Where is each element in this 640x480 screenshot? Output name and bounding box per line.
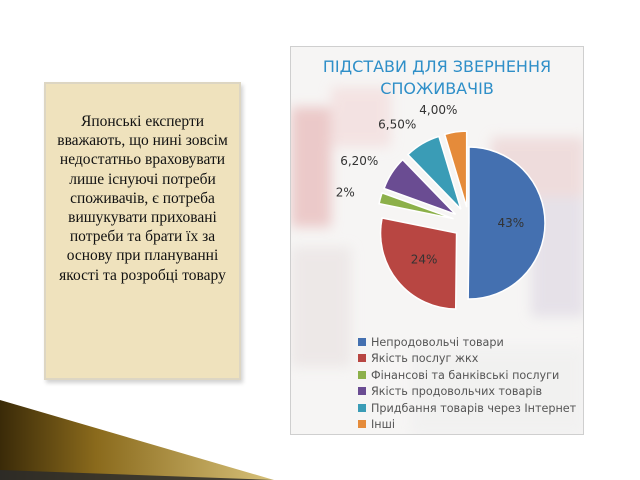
pie-slice-6 — [443, 130, 468, 208]
pie-slice-2 — [379, 217, 458, 310]
legend-label-1: Непродовольчі товари — [371, 336, 504, 349]
legend-label-6: Інші — [371, 417, 395, 431]
legend-swatch-3 — [358, 370, 366, 379]
legend-label-4: Якість продовольчих товарів — [371, 385, 543, 399]
chart-title-line-2: СПОЖИВАЧІВ — [380, 79, 494, 98]
legend-swatch-2 — [358, 354, 366, 363]
legend-label-3: Фінансові та банківські послуги — [371, 368, 560, 382]
legend-item-2: Якість послуг жкх — [358, 351, 576, 367]
pie-slice-1 — [467, 146, 546, 300]
legend-label-5: Придбання товарів через Інтернет — [371, 401, 577, 415]
legend-item-6: Інші — [358, 417, 576, 433]
pie-label-3: 2% — [336, 185, 355, 199]
note-text: Японські експерти вважають, що нині зовс… — [57, 113, 228, 284]
legend-item-4: Якість продовольчих товарів — [358, 384, 576, 400]
chart-title-line-1: ПІДСТАВИ ДЛЯ ЗВЕРНЕННЯ — [322, 57, 552, 76]
pie-slice-5 — [406, 135, 462, 210]
legend-swatch-4 — [358, 387, 366, 396]
legend-swatch-1 — [358, 338, 366, 346]
pie-label-6: 4,00% — [419, 103, 457, 117]
note-box: Японські експерти вважають, що нині зовс… — [44, 82, 241, 380]
legend-item-3: Фінансові та банківські послуги — [358, 368, 576, 384]
pie-chart: 43% 24% 2% 6,20% 6,50%4,00% — [336, 103, 546, 310]
legend-swatch-6 — [358, 419, 366, 428]
chart-title: ПІДСТАВИ ДЛЯ ЗВЕРНЕННЯ СПОЖИВАЧІВ — [291, 56, 583, 100]
legend-item-5: Придбання товарів через Інтернет — [358, 401, 576, 417]
pie-label-1: 43% — [497, 216, 524, 230]
legend-label-2: Якість послуг жкх — [371, 352, 479, 366]
legend-swatch-5 — [358, 403, 366, 412]
pie-label-2: 24% — [411, 252, 438, 266]
chart-legend: Непродовольчі товари Якість послуг жкх Фін… — [358, 335, 576, 433]
pie-slice-3 — [378, 191, 454, 220]
chart-background — [291, 87, 583, 434]
legend-item-1: Непродовольчі товари — [358, 335, 576, 351]
chart-panel: ПІДСТАВИ ДЛЯ ЗВЕРНЕННЯ СПОЖИВАЧІВ 43% 24%… — [290, 46, 584, 435]
pie-label-5: 6,50% — [378, 118, 416, 132]
pie-label-4: 6,20% — [340, 154, 378, 168]
pie-slice-4 — [383, 158, 457, 216]
